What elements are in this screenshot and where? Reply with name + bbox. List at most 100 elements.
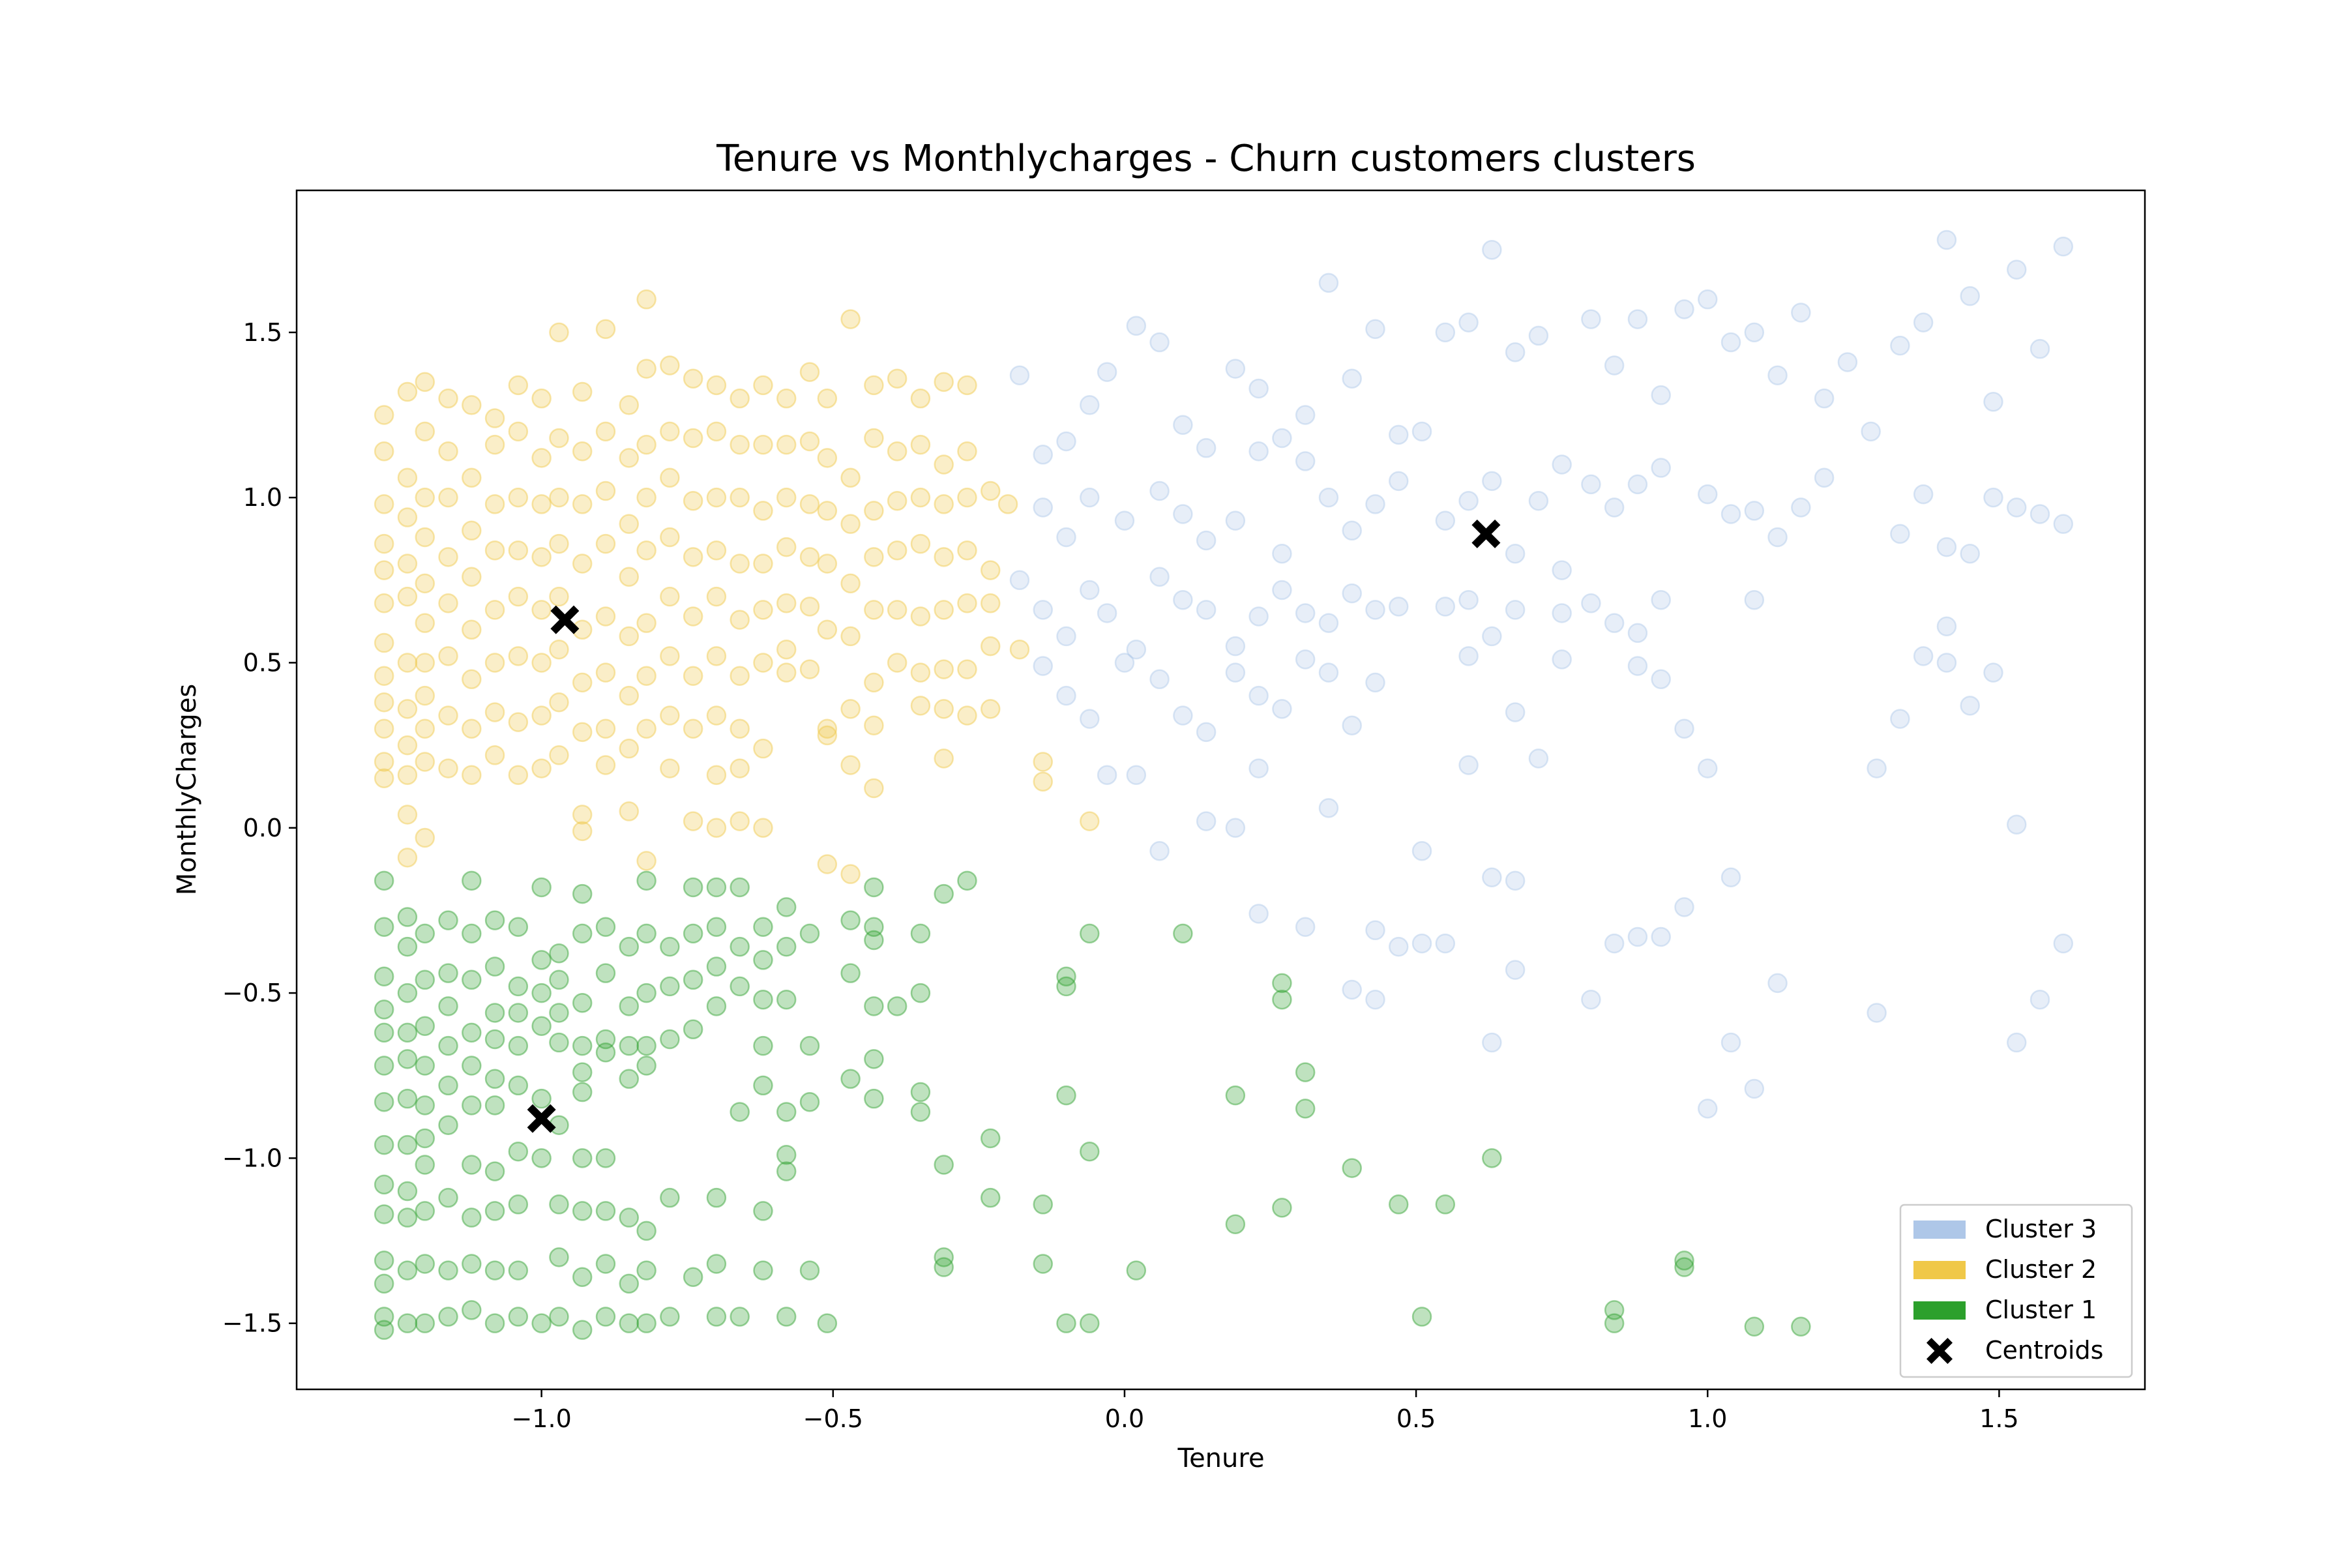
x-tick-label: 0.5 [1396, 1404, 1436, 1433]
data-point [531, 758, 552, 778]
data-point [1627, 623, 1648, 643]
data-point [462, 1095, 482, 1116]
data-point [683, 718, 703, 739]
data-point [683, 1019, 703, 1040]
data-point [730, 718, 750, 739]
y-tick-label: 1.5 [243, 318, 282, 347]
data-point [531, 448, 552, 468]
data-point [1604, 1300, 1625, 1320]
data-point [1767, 527, 1788, 548]
data-point [508, 1141, 529, 1162]
data-point [1627, 309, 1648, 329]
data-point [1225, 359, 1246, 379]
data-point [753, 1075, 773, 1096]
data-point [910, 606, 931, 627]
data-point [799, 1091, 820, 1112]
data-point [1505, 600, 1526, 620]
data-point [374, 966, 394, 986]
data-point [636, 1260, 657, 1280]
data-point [910, 434, 931, 455]
data-point [957, 870, 977, 891]
data-point [776, 593, 797, 614]
data-point [1080, 709, 1100, 729]
data-point [1581, 989, 1601, 1010]
data-point [1983, 391, 2003, 412]
data-point [2030, 989, 2050, 1010]
data-point [1744, 1316, 1765, 1337]
data-point [531, 1088, 552, 1109]
data-point [1272, 580, 1292, 600]
data-point [508, 765, 529, 785]
data-point [438, 593, 458, 614]
data-point [1744, 1078, 1765, 1099]
data-point [374, 405, 394, 425]
data-point [864, 1049, 884, 1069]
data-point [508, 586, 529, 607]
data-point [1983, 487, 2003, 508]
data-point [397, 805, 418, 825]
data-point [799, 362, 820, 382]
data-point [1936, 537, 1957, 557]
data-point [817, 619, 838, 640]
data-point [864, 672, 884, 693]
legend-swatch [1913, 1220, 1966, 1239]
data-point [462, 1300, 482, 1320]
data-point [619, 1313, 640, 1333]
data-point [1698, 289, 1718, 310]
data-point [462, 1155, 482, 1175]
data-point [1342, 715, 1362, 735]
data-point [462, 619, 482, 640]
data-point [1791, 497, 1811, 518]
data-point [619, 567, 640, 587]
data-point [619, 996, 640, 1016]
data-point [374, 533, 394, 554]
data-point [438, 547, 458, 567]
data-point [1389, 471, 1409, 492]
series-cluster-2 [374, 289, 1100, 884]
data-point [1482, 626, 1502, 647]
data-point [840, 309, 861, 329]
data-point [1411, 840, 1432, 861]
legend: Cluster 3 Cluster 2 Cluster 1 Centroids [1899, 1204, 2133, 1378]
data-point [531, 1148, 552, 1168]
data-point [730, 1307, 750, 1327]
data-point [619, 1035, 640, 1056]
data-point [1248, 904, 1269, 924]
data-point [1890, 524, 1910, 544]
data-point [484, 1201, 505, 1221]
data-point [1482, 239, 1502, 260]
data-point [549, 745, 569, 765]
data-point [397, 586, 418, 607]
data-point [776, 897, 797, 917]
data-point [374, 870, 394, 891]
data-point [374, 666, 394, 686]
data-point [1149, 669, 1170, 690]
data-point [619, 801, 640, 821]
data-point [753, 375, 773, 396]
data-point [1225, 1085, 1246, 1106]
data-point [1744, 589, 1765, 610]
data-point [1913, 312, 1934, 333]
data-point [1983, 662, 2003, 683]
data-point [660, 646, 680, 666]
data-point [1196, 722, 1217, 743]
y-tick-label: 0.5 [243, 648, 282, 677]
data-point [660, 1307, 680, 1327]
data-point [508, 487, 529, 508]
data-point [980, 481, 1001, 501]
data-point [508, 1075, 529, 1096]
plot-frame [295, 189, 2146, 1391]
data-point [730, 936, 750, 957]
data-point [549, 322, 569, 343]
data-point [706, 1187, 727, 1208]
data-point [438, 996, 458, 1016]
data-point [934, 494, 954, 514]
data-point [572, 993, 593, 1013]
data-point [1458, 312, 1479, 333]
data-point [484, 408, 505, 428]
data-point [1295, 1062, 1316, 1082]
data-point [2053, 933, 2074, 954]
data-point [730, 388, 750, 409]
data-point [415, 1201, 435, 1221]
data-point [619, 1273, 640, 1294]
